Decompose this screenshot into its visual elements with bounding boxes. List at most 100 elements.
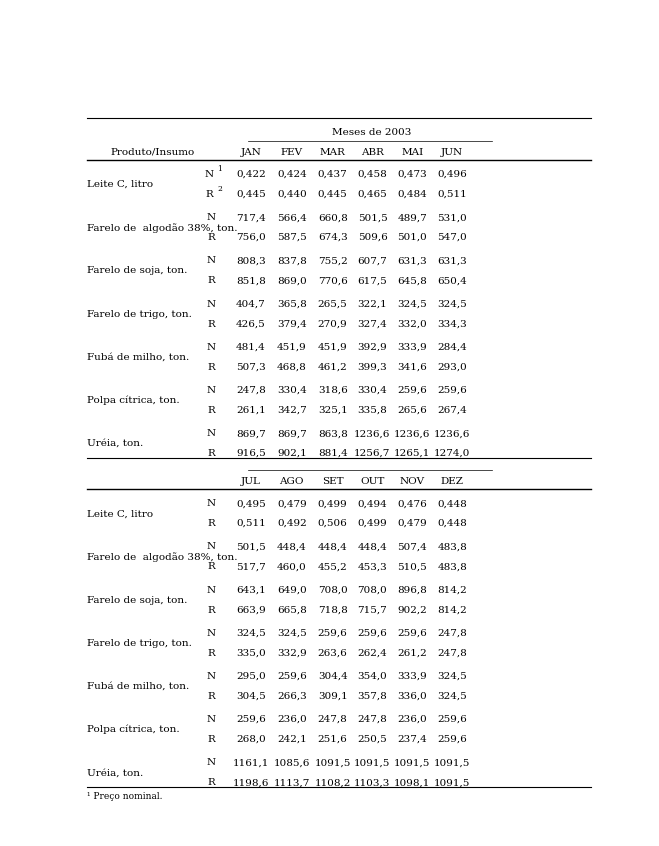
Text: R: R <box>208 692 215 700</box>
Text: 460,0: 460,0 <box>277 563 306 571</box>
Text: 507,3: 507,3 <box>236 363 266 371</box>
Text: N: N <box>206 715 215 724</box>
Text: 261,1: 261,1 <box>236 406 266 415</box>
Text: 0,424: 0,424 <box>277 170 306 179</box>
Text: 631,3: 631,3 <box>397 256 427 266</box>
Text: 1236,6: 1236,6 <box>355 429 391 438</box>
Text: 265,6: 265,6 <box>397 406 427 415</box>
Text: Fubá de milho, ton.: Fubá de milho, ton. <box>88 682 190 691</box>
Text: AGO: AGO <box>279 477 304 486</box>
Text: Uréia, ton.: Uréia, ton. <box>88 768 144 777</box>
Text: N: N <box>206 213 215 222</box>
Text: 336,0: 336,0 <box>397 692 427 700</box>
Text: 645,8: 645,8 <box>397 277 427 285</box>
Text: 1098,1: 1098,1 <box>394 778 430 788</box>
Text: 631,3: 631,3 <box>438 256 467 266</box>
Text: 259,6: 259,6 <box>236 715 266 724</box>
Text: R: R <box>208 606 215 614</box>
Text: 770,6: 770,6 <box>318 277 347 285</box>
Text: 261,2: 261,2 <box>397 649 427 657</box>
Text: 341,6: 341,6 <box>397 363 427 371</box>
Text: ABR: ABR <box>361 148 384 157</box>
Text: 902,1: 902,1 <box>277 449 306 459</box>
Text: JUN: JUN <box>441 148 463 157</box>
Text: 335,8: 335,8 <box>358 406 387 415</box>
Text: 0,499: 0,499 <box>358 519 387 528</box>
Text: 357,8: 357,8 <box>358 692 387 700</box>
Text: 2: 2 <box>217 184 222 193</box>
Text: 869,7: 869,7 <box>236 429 266 438</box>
Text: 399,3: 399,3 <box>358 363 387 371</box>
Text: 0,445: 0,445 <box>318 190 347 199</box>
Text: Farelo de  algodão 38%, ton.: Farelo de algodão 38%, ton. <box>88 552 238 562</box>
Text: 0,448: 0,448 <box>438 519 467 528</box>
Text: 236,0: 236,0 <box>397 715 427 724</box>
Text: 808,3: 808,3 <box>236 256 266 266</box>
Text: 1108,2: 1108,2 <box>314 778 351 788</box>
Text: 916,5: 916,5 <box>236 449 266 459</box>
Text: 0,499: 0,499 <box>318 499 347 508</box>
Text: FEV: FEV <box>281 148 303 157</box>
Text: R: R <box>208 406 215 415</box>
Text: N: N <box>206 386 215 395</box>
Text: 324,5: 324,5 <box>438 672 467 681</box>
Text: R: R <box>208 735 215 744</box>
Text: 0,473: 0,473 <box>397 170 427 179</box>
Text: 663,9: 663,9 <box>236 606 266 614</box>
Text: 262,4: 262,4 <box>358 649 387 657</box>
Text: 869,7: 869,7 <box>277 429 306 438</box>
Text: Produto/Insumo: Produto/Insumo <box>111 148 194 157</box>
Text: 1091,5: 1091,5 <box>314 758 351 767</box>
Text: Uréia, ton.: Uréia, ton. <box>88 439 144 448</box>
Text: R: R <box>208 519 215 528</box>
Text: 236,0: 236,0 <box>277 715 306 724</box>
Text: 237,4: 237,4 <box>397 735 427 744</box>
Text: 501,0: 501,0 <box>397 233 427 242</box>
Text: 617,5: 617,5 <box>358 277 387 285</box>
Text: 448,4: 448,4 <box>358 542 387 552</box>
Text: 324,5: 324,5 <box>438 299 467 309</box>
Text: 455,2: 455,2 <box>318 563 347 571</box>
Text: R: R <box>206 190 214 199</box>
Text: 266,3: 266,3 <box>277 692 306 700</box>
Text: N: N <box>206 299 215 309</box>
Text: 324,5: 324,5 <box>236 629 266 638</box>
Text: 1274,0: 1274,0 <box>434 449 471 459</box>
Text: MAI: MAI <box>401 148 424 157</box>
Text: R: R <box>208 563 215 571</box>
Text: Farelo de  algodão 38%, ton.: Farelo de algodão 38%, ton. <box>88 222 238 233</box>
Text: 851,8: 851,8 <box>236 277 266 285</box>
Text: 448,4: 448,4 <box>277 542 306 552</box>
Text: MAR: MAR <box>320 148 345 157</box>
Text: 1091,5: 1091,5 <box>434 778 471 788</box>
Text: 0,494: 0,494 <box>358 499 387 508</box>
Text: Leite C, litro: Leite C, litro <box>88 509 154 518</box>
Text: 318,6: 318,6 <box>318 386 347 395</box>
Text: Farelo de soja, ton.: Farelo de soja, ton. <box>88 596 188 605</box>
Text: 322,1: 322,1 <box>358 299 387 309</box>
Text: 0,484: 0,484 <box>397 190 427 199</box>
Text: JUL: JUL <box>241 477 261 486</box>
Text: 324,5: 324,5 <box>397 299 427 309</box>
Text: Fubá de milho, ton.: Fubá de milho, ton. <box>88 353 190 362</box>
Text: R: R <box>208 233 215 242</box>
Text: 0,479: 0,479 <box>277 499 306 508</box>
Text: 1085,6: 1085,6 <box>273 758 310 767</box>
Text: N: N <box>206 629 215 638</box>
Text: 304,4: 304,4 <box>318 672 347 681</box>
Text: 247,8: 247,8 <box>358 715 387 724</box>
Text: OUT: OUT <box>360 477 385 486</box>
Text: Polpa cítrica, ton.: Polpa cítrica, ton. <box>88 396 180 405</box>
Text: 587,5: 587,5 <box>277 233 306 242</box>
Text: 531,0: 531,0 <box>438 213 467 222</box>
Text: 483,8: 483,8 <box>438 563 467 571</box>
Text: 468,8: 468,8 <box>277 363 306 371</box>
Text: DEZ: DEZ <box>441 477 464 486</box>
Text: 0,495: 0,495 <box>236 499 266 508</box>
Text: NOV: NOV <box>400 477 425 486</box>
Text: 461,2: 461,2 <box>318 363 347 371</box>
Text: 259,6: 259,6 <box>318 629 347 638</box>
Text: 268,0: 268,0 <box>236 735 266 744</box>
Text: 708,0: 708,0 <box>318 585 347 595</box>
Text: 0,458: 0,458 <box>358 170 387 179</box>
